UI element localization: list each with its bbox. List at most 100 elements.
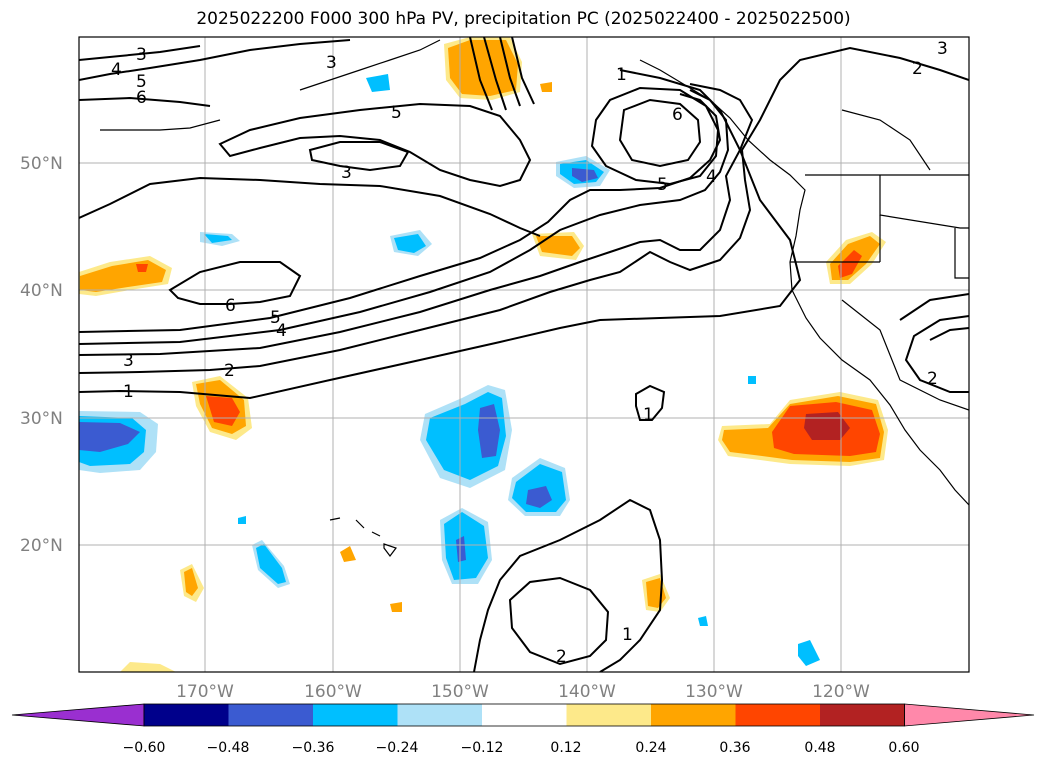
neg-area-alaska bbox=[366, 74, 390, 92]
contour-label-4b: 4 bbox=[706, 167, 717, 187]
contour-gulf-4 bbox=[511, 37, 535, 105]
contour-5-ne bbox=[590, 86, 720, 186]
pos-area-sw-small-mid bbox=[184, 568, 198, 596]
contour-label-5d: 5 bbox=[136, 72, 147, 92]
contour-label-4: 4 bbox=[276, 321, 287, 341]
contour-3-small bbox=[308, 141, 410, 172]
contour-east-loop-2 bbox=[929, 327, 969, 341]
contour-label-5c: 5 bbox=[657, 175, 668, 195]
neg-area-nw-mid bbox=[204, 234, 232, 243]
lon-label-170w: 170°W bbox=[176, 682, 234, 702]
neg-area-west-dark bbox=[79, 422, 140, 452]
neg-area-central-2-dark bbox=[526, 486, 552, 508]
pos-area-mid-mid bbox=[536, 236, 580, 256]
contour-label-1b: 1 bbox=[616, 65, 627, 85]
contour-north-wave bbox=[79, 176, 541, 237]
contour-nw-band bbox=[79, 39, 351, 81]
neg-area-south-dark bbox=[456, 536, 466, 562]
contour-label-3e: 3 bbox=[937, 39, 948, 59]
contour-4 bbox=[79, 89, 730, 345]
lat-label-30n: 30°N bbox=[20, 409, 63, 429]
pos-area-pnw-red bbox=[838, 250, 862, 278]
cb-tick-3: −0.36 bbox=[292, 740, 335, 756]
contour-label-3: 3 bbox=[123, 351, 134, 371]
cb-tick-4: −0.24 bbox=[376, 740, 419, 756]
precip-positive-areas bbox=[79, 37, 888, 672]
contour-nw-band-2 bbox=[79, 96, 211, 107]
pv-contours bbox=[79, 37, 969, 672]
latitude-labels: 50°N 40°N 30°N 20°N bbox=[20, 154, 63, 556]
lon-label-130w: 130°W bbox=[685, 682, 743, 702]
neg-area-se bbox=[798, 640, 820, 666]
colorbar-segment bbox=[566, 704, 652, 726]
contour-label-3d: 3 bbox=[326, 53, 337, 73]
contour-label-4c: 4 bbox=[111, 60, 122, 80]
contour-gulf-3 bbox=[499, 37, 521, 107]
neg-area-small-2 bbox=[748, 376, 756, 384]
precip-negative-areas bbox=[79, 74, 820, 666]
lon-label-150w: 150°W bbox=[431, 682, 489, 702]
lon-label-160w: 160°W bbox=[304, 682, 362, 702]
contour-east-loop bbox=[899, 293, 969, 393]
cb-tick-7: 0.24 bbox=[635, 740, 666, 756]
pos-area-bottom bbox=[120, 662, 176, 672]
contour-label-2c: 2 bbox=[556, 647, 567, 667]
contour-label-1c: 1 bbox=[643, 405, 654, 425]
pos-area-east-dark bbox=[804, 412, 850, 440]
contour-nw-band-3 bbox=[79, 45, 201, 61]
graticule bbox=[79, 37, 969, 672]
colorbar-extend-right bbox=[904, 703, 1035, 727]
lon-label-120w: 120°W bbox=[812, 682, 870, 702]
contour-1-south bbox=[473, 498, 664, 672]
neg-area-ne-dark bbox=[572, 168, 598, 182]
lat-label-40n: 40°N bbox=[20, 281, 63, 301]
lat-label-50n: 50°N bbox=[20, 154, 63, 174]
colorbar-segment bbox=[735, 704, 821, 726]
contour-labels: 1 2 3 4 5 6 3 5 5 4 1 6 3 4 5 6 3 2 3 1 … bbox=[111, 39, 948, 667]
cb-tick-1: −0.60 bbox=[123, 740, 166, 756]
coastlines bbox=[100, 39, 969, 557]
contour-label-1: 1 bbox=[123, 382, 134, 402]
colorbar-border bbox=[143, 703, 905, 727]
contour-north-wave-2 bbox=[218, 102, 532, 188]
longitude-labels: 170°W 160°W 150°W 140°W 130°W 120°W bbox=[176, 682, 870, 702]
contour-label-3b: 3 bbox=[341, 163, 352, 183]
contour-2 bbox=[79, 46, 969, 374]
colorbar-segment bbox=[482, 704, 567, 726]
colorbar-segment bbox=[228, 704, 314, 726]
neg-area-small-3 bbox=[238, 516, 246, 524]
neg-area-small-1 bbox=[698, 616, 708, 626]
contour-label-2b: 2 bbox=[912, 59, 923, 79]
contour-2-south bbox=[508, 576, 610, 666]
cb-tick-9: 0.48 bbox=[804, 740, 835, 756]
map-area bbox=[79, 37, 969, 672]
map-title: 2025022200 F000 300 hPa PV, precipitatio… bbox=[196, 9, 851, 29]
contour-label-3c: 3 bbox=[136, 45, 147, 65]
contour-3 bbox=[79, 83, 754, 356]
contour-gulf-2 bbox=[483, 37, 507, 111]
neg-area-south-mid bbox=[444, 512, 488, 580]
colorbar-tick-labels: −0.60 −0.48 −0.36 −0.24 −0.12 0.12 0.24 … bbox=[123, 740, 920, 756]
pos-area-small-b bbox=[390, 602, 402, 612]
pos-area-small-a bbox=[340, 546, 356, 562]
contour-1-loop bbox=[635, 384, 666, 421]
cb-tick-10: 0.60 bbox=[888, 740, 919, 756]
contour-label-6: 6 bbox=[225, 296, 236, 316]
pos-area-small-c bbox=[540, 82, 552, 92]
colorbar-extend-left bbox=[11, 703, 145, 727]
colorbar bbox=[11, 703, 1035, 727]
contour-6-ne bbox=[618, 98, 702, 168]
cb-tick-8: 0.36 bbox=[719, 740, 750, 756]
contour-5 bbox=[79, 93, 722, 333]
neg-area-north-mid bbox=[394, 234, 426, 253]
contour-label-1d: 1 bbox=[622, 625, 633, 645]
colorbar-segment bbox=[313, 704, 398, 726]
contour-gulf-1 bbox=[469, 37, 493, 111]
cb-tick-6: 0.12 bbox=[550, 740, 581, 756]
map-border bbox=[78, 36, 970, 673]
colorbar-segment bbox=[144, 704, 229, 726]
lon-label-140w: 140°W bbox=[558, 682, 616, 702]
pos-area-gulf-alaska-mid bbox=[448, 40, 518, 96]
colorbar-segment bbox=[820, 704, 905, 726]
